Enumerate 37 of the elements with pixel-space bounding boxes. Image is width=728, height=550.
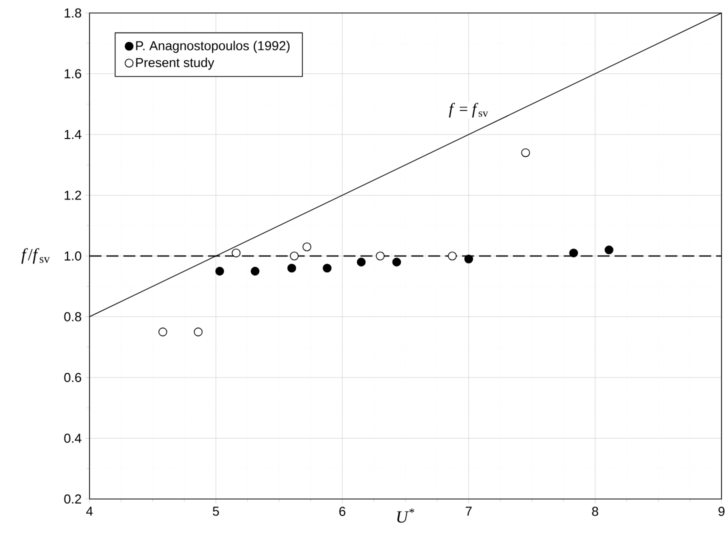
point bbox=[287, 264, 296, 273]
y-tick-label: 0.8 bbox=[64, 312, 82, 322]
x-tick-label: 4 bbox=[86, 506, 93, 516]
point bbox=[376, 252, 385, 260]
point bbox=[448, 252, 457, 260]
point bbox=[215, 266, 224, 276]
y-tick-label: 1.0 bbox=[64, 251, 82, 261]
legend-label: P. Anagnostopoulos (1992) bbox=[136, 40, 290, 53]
point bbox=[569, 248, 578, 258]
point bbox=[232, 248, 241, 258]
point bbox=[290, 252, 299, 260]
y-tick-label: 0.4 bbox=[64, 434, 82, 443]
point bbox=[322, 264, 332, 273]
point bbox=[158, 328, 168, 336]
x-tick-label: 7 bbox=[466, 506, 472, 516]
legend-label: Present study bbox=[136, 58, 214, 70]
x-tick-label: 5 bbox=[212, 506, 219, 516]
y-tick-label: 1.6 bbox=[64, 69, 82, 78]
y-tick-label: 1.4 bbox=[64, 130, 82, 139]
annotation: f = f$_{sv}$ bbox=[448, 102, 488, 118]
y-tick-label: 0.6 bbox=[64, 372, 82, 382]
x-axis-title: U$^{*}$ bbox=[397, 508, 414, 523]
point bbox=[464, 254, 474, 264]
point bbox=[302, 242, 312, 252]
x-tick-label: 9 bbox=[718, 506, 724, 516]
y-tick-label: 1.2 bbox=[64, 190, 82, 200]
point bbox=[392, 258, 402, 266]
y-tick-label: 1.8 bbox=[64, 8, 82, 18]
point bbox=[194, 328, 203, 336]
x-tick-label: 8 bbox=[592, 506, 598, 516]
point bbox=[604, 246, 614, 254]
point bbox=[521, 148, 530, 158]
y-tick-label: 0.2 bbox=[64, 494, 82, 504]
x-tick-label: 6 bbox=[339, 506, 346, 516]
point bbox=[356, 258, 366, 266]
point bbox=[250, 266, 260, 276]
y-axis-title: f/f$_{sv}$ bbox=[21, 248, 50, 264]
